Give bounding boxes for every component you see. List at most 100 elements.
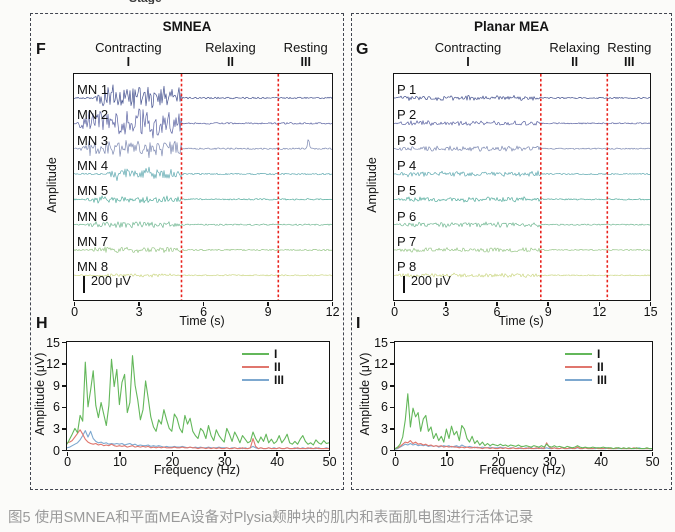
- stage-numeral-i: I: [126, 55, 131, 69]
- x-axis-title: Frequency (Hz): [479, 463, 566, 477]
- x-tick: [171, 452, 174, 457]
- x-tick: [224, 452, 226, 457]
- y-tick-label: 6: [381, 400, 388, 415]
- trace-line-mn5: [74, 195, 332, 204]
- channel-label: P 3: [397, 132, 417, 148]
- stage-axis-cut-label: Stage: [129, 0, 179, 4]
- x-tick-label: 30: [217, 455, 232, 470]
- x-tick-label: 0: [392, 455, 400, 470]
- legend-swatch-i: [565, 353, 592, 355]
- x-tick: [328, 452, 331, 457]
- x-tick: [394, 452, 397, 457]
- x-tick-label: 9: [544, 305, 552, 320]
- x-tick-label: 40: [270, 455, 285, 470]
- channel-label: MN 7: [77, 233, 109, 249]
- channel-label: MN 5: [77, 183, 109, 199]
- y-tick-label: 15: [46, 335, 60, 350]
- trace-line-p3: [394, 145, 650, 152]
- x-tick-label: 20: [165, 455, 180, 470]
- y-axis-title: Amplitude (μV): [358, 352, 372, 436]
- x-tick-label: 40: [594, 455, 609, 470]
- panel-title-planar-mea: Planar MEA: [473, 19, 550, 34]
- spectrum-series-line-i: [395, 393, 652, 450]
- spectrum-series-line-iii: [67, 430, 329, 450]
- x-tick: [598, 302, 601, 307]
- y-tick: [61, 363, 66, 365]
- trace-plot-smnea: MN 1 MN 2 MN 3 MN 4 MN 5 MN 6 MN 7 MN 8 200 μV: [73, 73, 333, 301]
- legend-label-i: I: [597, 347, 601, 361]
- y-tick: [389, 449, 394, 452]
- x-tick-label: 3: [442, 305, 450, 320]
- x-tick: [600, 452, 602, 457]
- spectrum-plot-i: I II III: [394, 341, 653, 451]
- y-tick-label: 3: [381, 422, 388, 436]
- stage-numeral-iii: III: [624, 55, 635, 69]
- trace-svg-smnea: [74, 74, 332, 300]
- scale-bar: [403, 276, 406, 293]
- panel-box-smnea: SMNEA F MN 1 MN 2 MN 3 MN 4 MN 5 MN 6 MN 7 MN 8…: [30, 13, 344, 490]
- legend-swatch-ii: [242, 366, 269, 368]
- channel-label: MN 2: [77, 107, 109, 123]
- x-tick: [73, 302, 76, 307]
- trace-plot-planar-mea: P 1 P 2 P 3 P 4 P 5 P 6 P 7 P 8 200 μV: [393, 73, 651, 301]
- panel-letter-f: F: [36, 41, 46, 58]
- x-tick-label: 30: [542, 455, 557, 470]
- x-tick: [119, 452, 121, 457]
- x-tick-label: 0: [71, 305, 79, 320]
- x-tick: [331, 302, 334, 307]
- x-tick-label: 15: [643, 305, 658, 320]
- channel-label: P 4: [397, 157, 417, 173]
- y-tick-label: 3: [53, 422, 60, 436]
- trace-line-mn8: [74, 273, 332, 278]
- x-tick-label: 0: [391, 305, 399, 320]
- panel-letter-i: I: [356, 315, 361, 332]
- stage-numeral-i: I: [466, 55, 470, 69]
- y-tick-label: 9: [53, 378, 60, 393]
- legend-swatch-i: [242, 353, 269, 355]
- x-tick: [276, 452, 278, 457]
- trace-line-p6: [394, 221, 650, 228]
- stage-label-resting: Resting: [283, 40, 328, 55]
- legend-swatch-iii: [565, 379, 592, 381]
- trace-line-p1: [394, 95, 650, 101]
- y-tick: [61, 428, 66, 430]
- stage-label-relaxing: Relaxing: [205, 40, 256, 55]
- y-tick: [389, 341, 394, 344]
- scale-bar: [83, 276, 86, 293]
- legend-label-iii: III: [274, 373, 285, 387]
- spectrum-series-line-ii: [395, 440, 652, 450]
- x-axis-title: Time (s): [498, 314, 544, 328]
- channel-label: P 6: [397, 208, 417, 224]
- legend-label-i: I: [274, 347, 278, 361]
- figure-caption: 图5 使用SMNEA和平面MEA设备对Plysia颊肿块的肌内和表面肌电图进行活…: [8, 510, 534, 526]
- spectrum-svg-h: [67, 355, 329, 450]
- x-tick-label: 9: [264, 305, 272, 320]
- x-tick: [445, 302, 447, 307]
- x-tick: [138, 302, 140, 307]
- x-tick: [651, 452, 654, 457]
- channel-label: P 8: [397, 259, 417, 275]
- y-tick: [389, 428, 394, 430]
- y-tick: [389, 363, 394, 365]
- panel-letter-h: H: [36, 315, 48, 332]
- y-tick: [61, 449, 66, 452]
- trace-line-mn4: [74, 166, 332, 182]
- x-tick: [202, 302, 205, 307]
- stage-label-resting: Resting: [607, 40, 652, 55]
- channel-label: P 5: [397, 183, 417, 199]
- x-tick: [496, 302, 498, 307]
- x-tick-label: 0: [64, 455, 72, 470]
- trace-line-mn7: [74, 246, 332, 253]
- trace-line-p2: [394, 120, 650, 126]
- y-tick: [389, 406, 394, 409]
- x-tick-label: 6: [493, 305, 501, 320]
- x-tick: [66, 452, 69, 457]
- y-tick-label: 9: [381, 378, 388, 393]
- x-tick: [549, 452, 551, 457]
- trace-line-mn1: [74, 84, 332, 109]
- y-axis-title: Amplitude: [365, 157, 379, 213]
- channel-label: MN 4: [77, 157, 109, 173]
- channel-label: P 1: [397, 82, 417, 97]
